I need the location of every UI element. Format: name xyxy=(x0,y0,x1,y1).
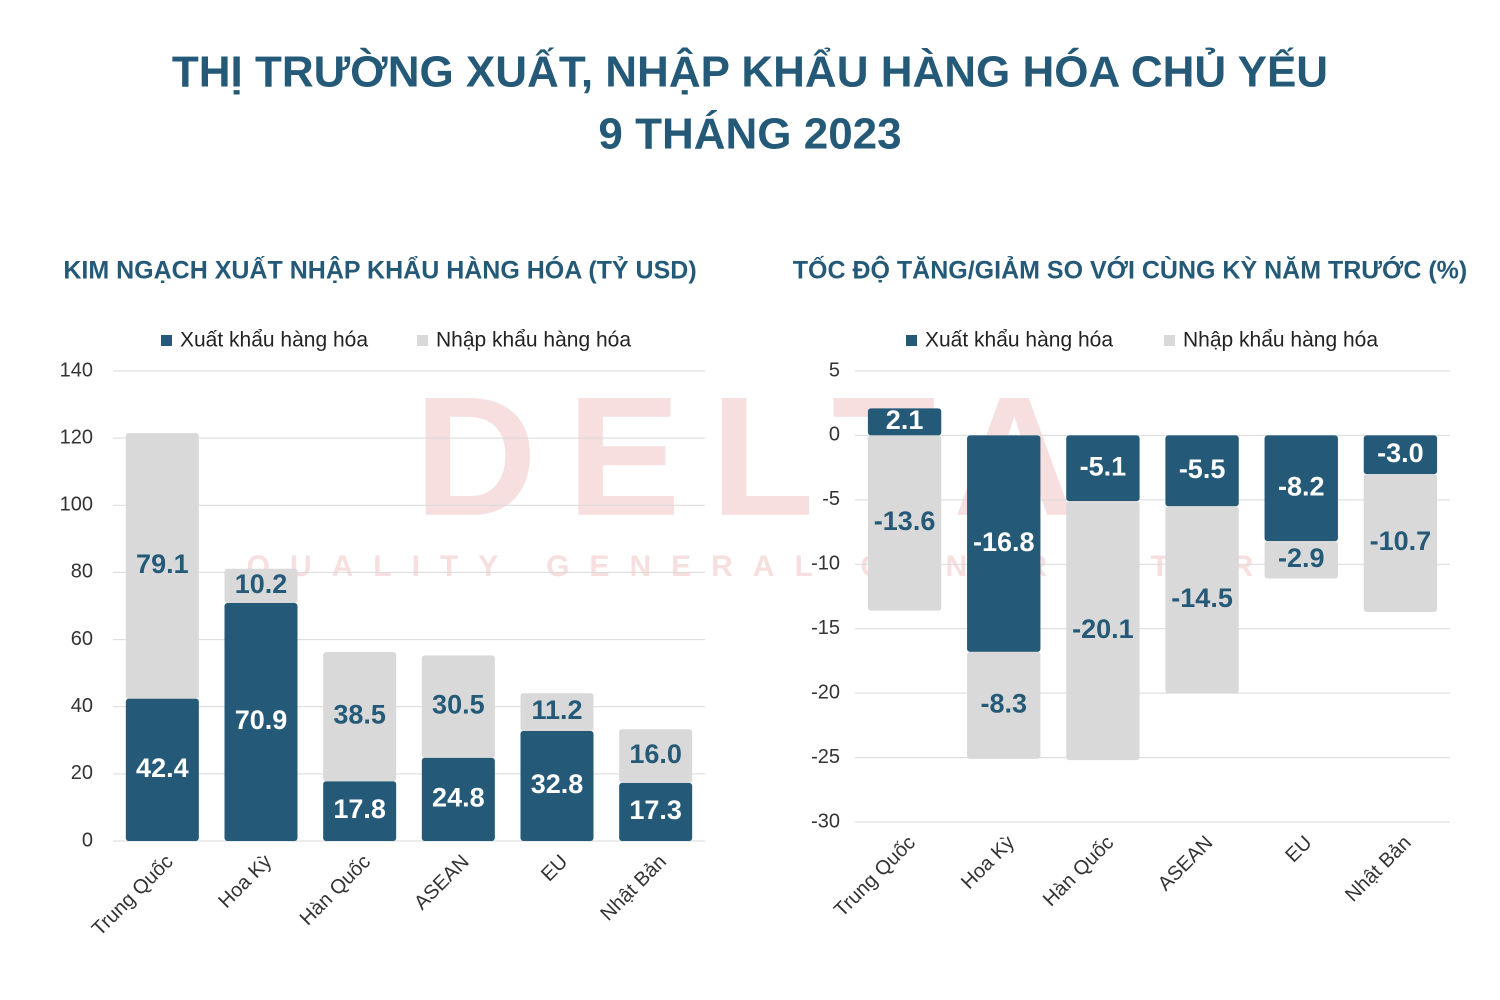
x-tick-label: Nhật Bản xyxy=(596,851,671,926)
legend-swatch xyxy=(906,335,917,346)
y-tick-label: 60 xyxy=(71,628,93,650)
bar xyxy=(224,568,298,603)
bar xyxy=(619,729,693,783)
value-label: 42.4 xyxy=(136,753,189,783)
value-label: 32.8 xyxy=(531,769,584,799)
y-tick-label: 120 xyxy=(60,426,93,448)
bar xyxy=(1165,506,1239,694)
bar xyxy=(421,757,495,841)
legend-swatch xyxy=(1164,335,1175,346)
bar xyxy=(421,655,495,758)
bar xyxy=(323,781,397,841)
page-title: THỊ TRƯỜNG XUẤT, NHẬP KHẨU HÀNG HÓA CHỦ … xyxy=(172,46,1328,97)
y-tick-label: 20 xyxy=(71,762,93,784)
value-label: 2.1 xyxy=(886,405,924,435)
bar xyxy=(967,435,1041,652)
x-tick-label: ASEAN xyxy=(410,851,474,915)
bar xyxy=(323,651,397,782)
bar xyxy=(1165,435,1239,507)
bar xyxy=(1264,541,1338,579)
page-title: 9 THÁNG 2023 xyxy=(598,109,901,159)
legend-swatch xyxy=(417,335,428,346)
y-tick-label: -5 xyxy=(822,488,840,510)
value-label: -5.5 xyxy=(1179,454,1226,484)
x-tick-label: EU xyxy=(537,851,572,886)
x-tick-label: EU xyxy=(1281,832,1316,867)
value-label: 30.5 xyxy=(432,690,485,720)
y-tick-label: 40 xyxy=(71,695,93,717)
value-label: -2.9 xyxy=(1278,543,1325,573)
bar xyxy=(1264,435,1338,542)
value-label: 17.3 xyxy=(629,795,682,825)
bar xyxy=(867,408,942,436)
x-tick-label: Hoa Kỳ xyxy=(957,832,1019,894)
value-label: -8.2 xyxy=(1278,471,1325,501)
value-label: 24.8 xyxy=(432,782,485,812)
bar xyxy=(1066,501,1140,761)
legend-label: Nhập khẩu hàng hóa xyxy=(1183,329,1378,352)
chart-title: KIM NGẠCH XUẤT NHẬP KHẨU HÀNG HÓA (TỶ US… xyxy=(63,255,696,285)
legend-label: Xuất khẩu hàng hóa xyxy=(925,329,1113,352)
y-tick-label: -25 xyxy=(811,746,840,768)
y-tick-label: 80 xyxy=(71,561,93,583)
chart-title: TỐC ĐỘ TĂNG/GIẢM SO VỚI CÙNG KỲ NĂM TRƯỚ… xyxy=(793,255,1468,285)
legend-label: Nhập khẩu hàng hóa xyxy=(436,329,631,352)
bar xyxy=(1363,435,1438,475)
y-tick-label: -15 xyxy=(811,617,840,639)
watermark-logo: DELTA xyxy=(414,362,1105,552)
bar xyxy=(520,693,594,731)
value-label: -8.3 xyxy=(980,689,1027,719)
value-label: -13.6 xyxy=(874,506,936,536)
legend-swatch xyxy=(161,335,172,346)
value-label: 17.8 xyxy=(333,794,386,824)
bar xyxy=(224,602,298,841)
value-label: -16.8 xyxy=(973,527,1035,557)
bar xyxy=(1363,474,1438,612)
bar xyxy=(125,698,199,841)
x-tick-label: Hàn Quốc xyxy=(296,851,375,930)
y-tick-label: 0 xyxy=(829,424,840,446)
y-tick-label: 100 xyxy=(60,494,93,516)
bar xyxy=(619,782,693,841)
bar xyxy=(867,435,942,611)
legend-label: Xuất khẩu hàng hóa xyxy=(180,329,368,352)
value-label: -10.7 xyxy=(1370,526,1432,556)
x-tick-label: Hàn Quốc xyxy=(1039,832,1118,911)
value-label: 70.9 xyxy=(235,705,288,735)
value-label: -14.5 xyxy=(1171,583,1233,613)
y-tick-label: 0 xyxy=(82,829,93,851)
y-tick-label: -30 xyxy=(811,810,840,832)
y-tick-label: -20 xyxy=(811,681,840,703)
bar xyxy=(520,730,594,841)
value-label: 10.2 xyxy=(235,569,288,599)
y-tick-label: 140 xyxy=(60,359,93,381)
value-label: -5.1 xyxy=(1080,451,1127,481)
x-tick-label: Hoa Kỳ xyxy=(214,851,276,913)
bar xyxy=(967,651,1041,759)
y-tick-label: -10 xyxy=(811,553,840,575)
x-tick-label: Trung Quốc xyxy=(830,832,920,922)
value-label: -20.1 xyxy=(1072,614,1134,644)
value-label: 79.1 xyxy=(136,549,189,579)
bar xyxy=(1066,435,1140,502)
y-tick-label: 5 xyxy=(829,359,840,381)
value-label: 38.5 xyxy=(333,700,386,730)
value-label: -3.0 xyxy=(1377,438,1424,468)
x-tick-label: ASEAN xyxy=(1154,832,1218,896)
x-tick-label: Nhật Bản xyxy=(1341,832,1416,907)
value-label: 16.0 xyxy=(629,739,682,769)
x-tick-label: Trung Quốc xyxy=(88,851,178,941)
value-label: 11.2 xyxy=(531,695,582,725)
bar xyxy=(125,433,199,699)
